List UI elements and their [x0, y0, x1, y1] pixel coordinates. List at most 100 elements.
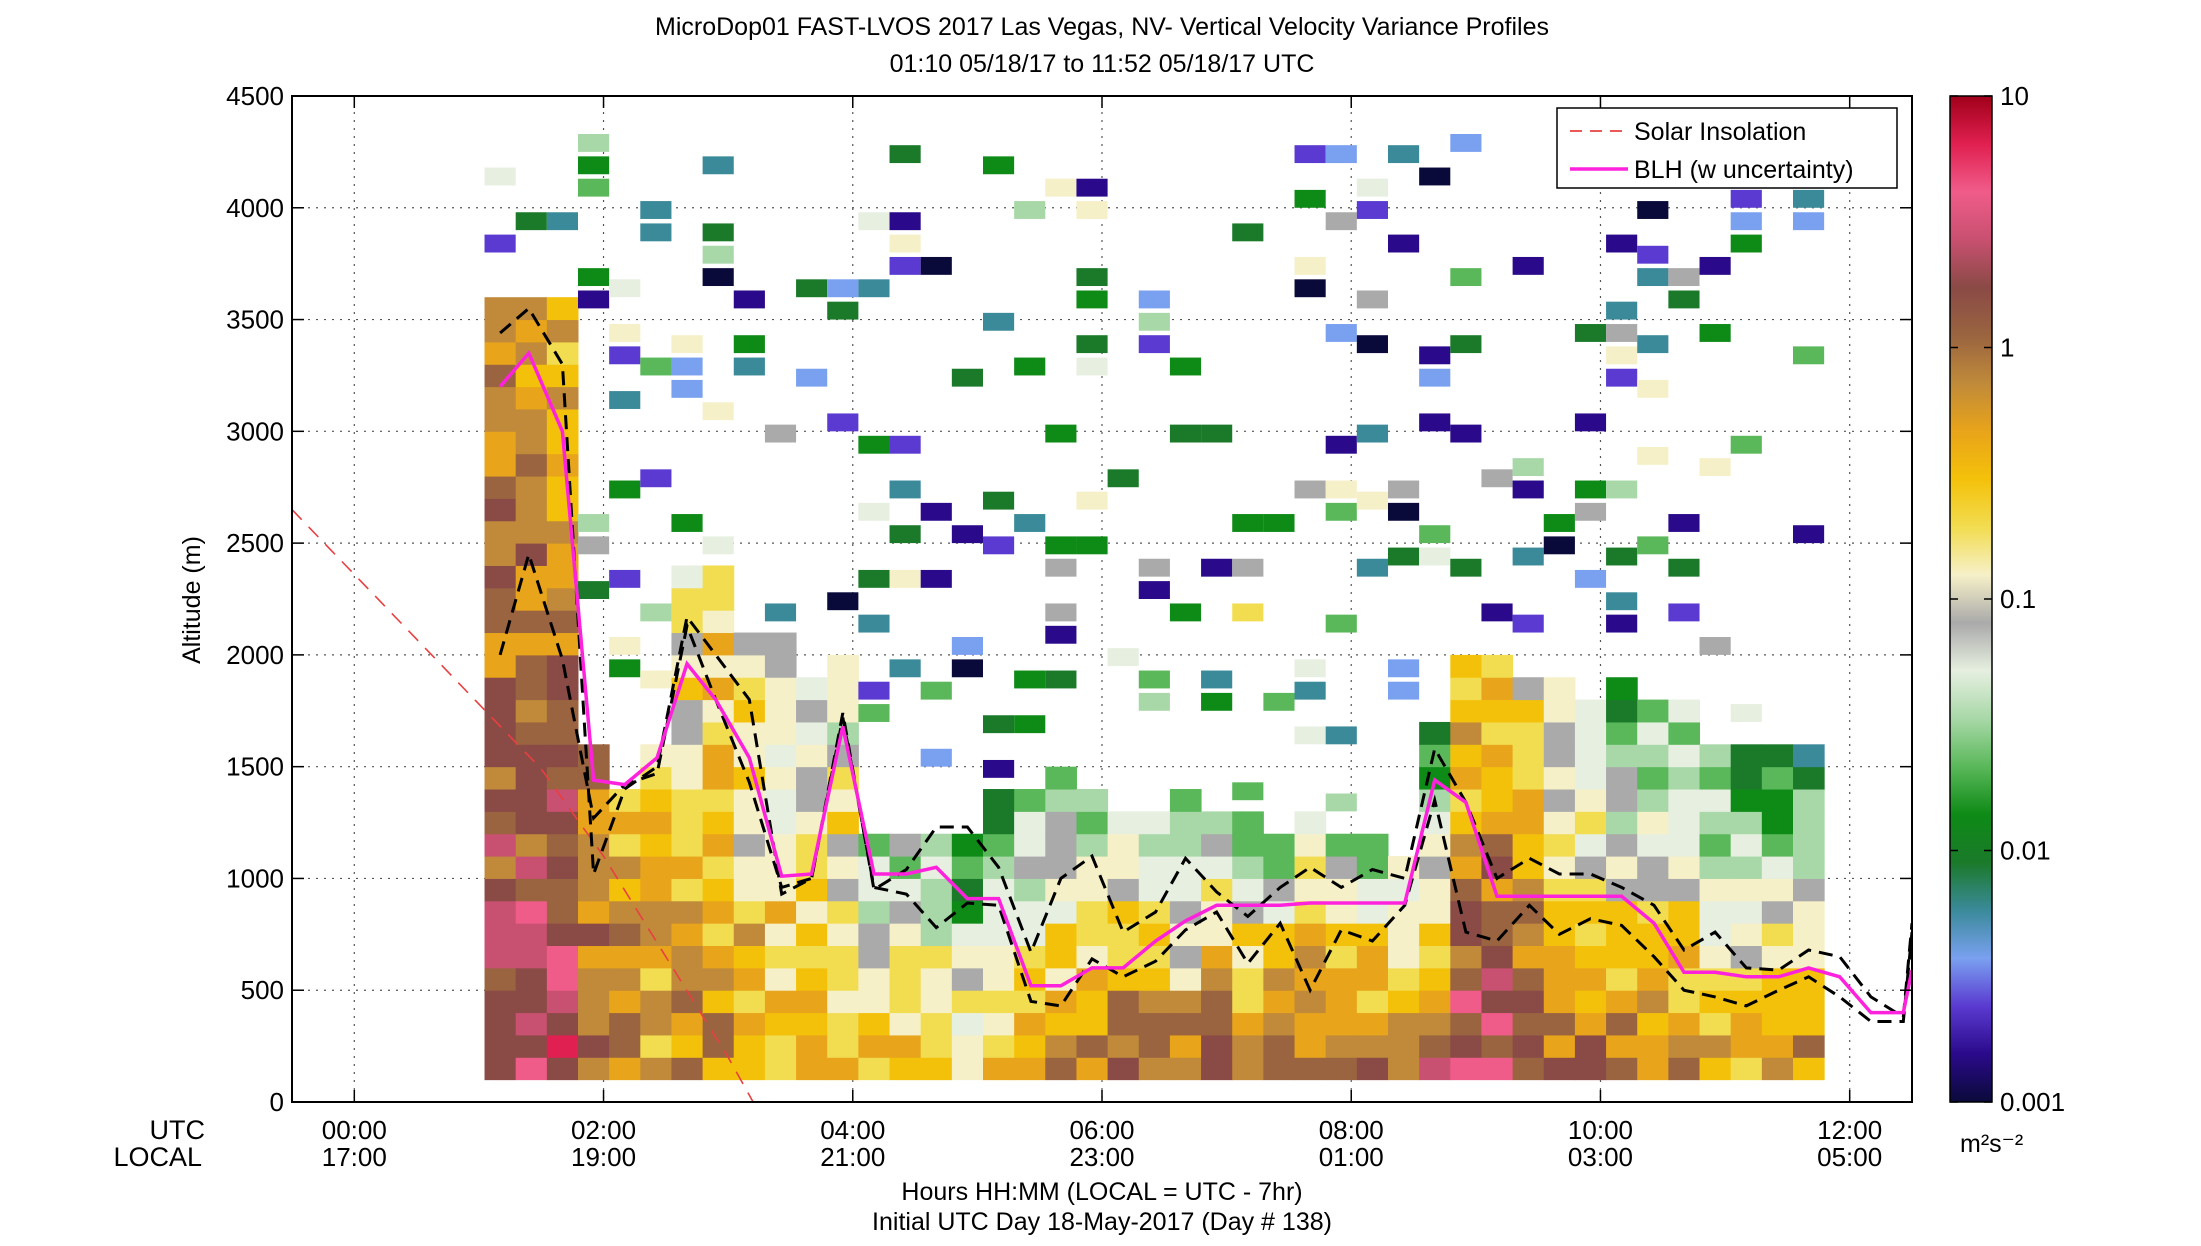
heatmap-cell — [1138, 290, 1170, 309]
heatmap-cell — [1543, 677, 1576, 701]
heatmap-cell — [609, 811, 641, 835]
heatmap-cell — [484, 967, 517, 991]
heatmap-cell — [484, 587, 517, 611]
heatmap-cell — [827, 878, 859, 902]
heatmap-cell — [1730, 704, 1762, 722]
heatmap-cell — [764, 900, 797, 924]
heatmap-cell — [1263, 1012, 1296, 1036]
heatmap-cell — [577, 900, 610, 924]
heatmap-cell — [982, 811, 1015, 835]
heatmap-cell — [1419, 346, 1451, 365]
heatmap-cell — [827, 811, 859, 835]
heatmap-cell — [951, 856, 984, 879]
heatmap-cell — [1606, 833, 1638, 857]
heatmap-cell — [1450, 335, 1482, 354]
heatmap-cell — [484, 856, 517, 879]
heatmap-cell — [1481, 766, 1514, 790]
heatmap-cell — [733, 357, 765, 376]
heatmap-cell — [1325, 1012, 1358, 1036]
heatmap-cell — [1606, 945, 1638, 969]
blh-upper-line — [499, 306, 1912, 1020]
heatmap-cell — [733, 923, 766, 947]
heatmap-cell — [1761, 766, 1794, 790]
heatmap-cell — [1232, 514, 1264, 532]
heatmap-cell — [982, 715, 1015, 734]
heatmap-cell — [640, 811, 672, 835]
heatmap-cell — [1169, 878, 1202, 902]
heatmap-cell — [484, 699, 517, 723]
heatmap-cell — [1107, 878, 1140, 902]
heatmap-cell — [1138, 945, 1171, 969]
heatmap-cell — [1761, 1012, 1794, 1036]
heatmap-cell — [982, 491, 1015, 510]
heatmap-cell — [640, 878, 672, 902]
heatmap-cell — [577, 811, 610, 835]
heatmap-cell — [1450, 833, 1482, 857]
heatmap-cell — [515, 632, 548, 656]
heatmap-cell — [1668, 811, 1701, 835]
heatmap-cell — [858, 900, 891, 924]
heatmap-cell — [1637, 923, 1669, 947]
heatmap-cell — [1668, 603, 1700, 622]
heatmap-cell — [1138, 312, 1170, 331]
heatmap-cell — [1792, 1034, 1825, 1058]
heatmap-cell — [1512, 1012, 1545, 1036]
heatmap-cell — [1699, 637, 1731, 655]
heatmap-cell — [1512, 923, 1545, 947]
heatmap-cell — [1107, 1057, 1140, 1081]
heatmap-cell — [1761, 744, 1794, 768]
heatmap-cell — [609, 480, 641, 499]
heatmap-cell — [1045, 178, 1077, 197]
heatmap-cell — [1045, 1034, 1077, 1058]
heatmap-cell — [1512, 744, 1545, 768]
heatmap-cell — [1076, 178, 1108, 197]
heatmap-cell — [1387, 945, 1420, 969]
heatmap-cell — [1045, 945, 1077, 969]
heatmap-cell — [1606, 614, 1638, 633]
heatmap-cell — [1387, 1057, 1420, 1081]
heatmap-cell — [1761, 878, 1794, 902]
y-tick-label: 2000 — [226, 640, 284, 670]
heatmap-cell — [671, 357, 703, 376]
heatmap-cell — [1201, 670, 1233, 689]
heatmap-cell — [1792, 1057, 1825, 1081]
heatmap-cell — [1076, 201, 1108, 219]
heatmap-cell — [796, 945, 828, 969]
heatmap-cell — [827, 789, 859, 812]
heatmap-cell — [1076, 357, 1108, 376]
heatmap-cell — [951, 368, 983, 387]
heatmap-cell — [671, 587, 704, 611]
heatmap-cell — [1668, 856, 1701, 879]
heatmap-cell — [920, 945, 953, 969]
heatmap-cell — [827, 677, 859, 701]
heatmap-cell — [1419, 547, 1451, 566]
heatmap-cell — [858, 1034, 891, 1058]
heatmap-cell — [889, 256, 921, 275]
colorbar-tick-label: 0.001 — [2000, 1087, 2065, 1117]
heatmap-cell — [1045, 900, 1077, 924]
heatmap-cell — [1107, 1034, 1140, 1058]
heatmap-cell — [1450, 424, 1482, 443]
heatmap-cell — [1574, 990, 1607, 1014]
heatmap-cell — [1606, 301, 1638, 320]
heatmap-cell — [1232, 856, 1264, 879]
heatmap-cell — [1512, 677, 1545, 701]
heatmap-cell — [1263, 967, 1296, 991]
heatmap-cell — [515, 990, 548, 1014]
heatmap-cell — [1792, 212, 1825, 231]
heatmap-cell — [764, 721, 797, 745]
heatmap-cell — [1138, 335, 1170, 354]
heatmap-cell — [609, 1012, 641, 1036]
heatmap-cell — [1668, 268, 1700, 287]
heatmap-cell — [733, 990, 766, 1014]
heatmap-cell — [1419, 167, 1451, 186]
heatmap-cell — [515, 319, 548, 343]
heatmap-cell — [671, 514, 703, 532]
heatmap-cell — [1419, 744, 1451, 768]
heatmap-cell — [546, 498, 579, 522]
heatmap-cell — [577, 514, 610, 532]
heatmap-cell — [1045, 625, 1077, 644]
heatmap-cell — [577, 1012, 610, 1036]
heatmap-cell — [1606, 923, 1638, 947]
